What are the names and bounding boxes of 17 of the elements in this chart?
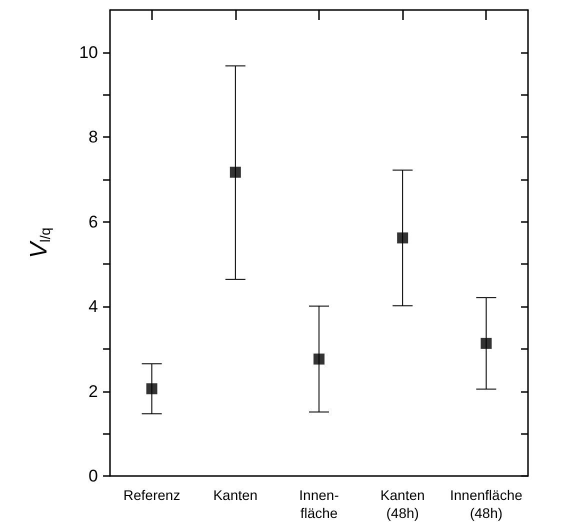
x-tick-label: Kanten	[213, 487, 258, 503]
y-tick-label: 6	[88, 212, 98, 232]
x-tick-label: Referenz	[123, 487, 180, 503]
point	[480, 338, 492, 349]
y-axis-title: Vl/q	[26, 228, 53, 258]
point	[230, 166, 241, 178]
x-tick-label: Kanten (48h)	[380, 487, 425, 521]
y-tick-label: 0	[88, 466, 98, 486]
y-tick-label: 10	[79, 42, 98, 62]
point	[397, 232, 408, 244]
y-tick-label: 2	[88, 382, 98, 401]
x-tick-label: Innenfläche (48h)	[450, 487, 523, 521]
x-tick-label: Innen- fläche	[299, 487, 340, 521]
point	[314, 354, 324, 365]
y-tick-label: 4	[88, 297, 98, 316]
point	[146, 383, 158, 394]
y-tick-label: 8	[88, 128, 98, 147]
